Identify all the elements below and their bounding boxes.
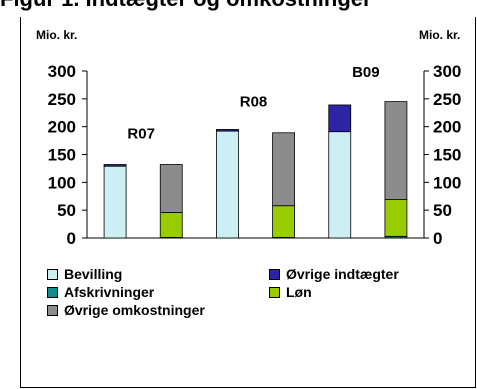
bar-segment-r07-income <box>103 164 127 167</box>
legend-label-oevrige-indtaegter: Øvrige indtægter <box>286 266 399 282</box>
legend-item-oevrige-indtaegter: Øvrige indtægter <box>269 266 399 282</box>
bar-segment-r08-costs <box>272 205 295 238</box>
legend-label-afskrivninger: Afskrivninger <box>64 284 155 300</box>
legend-label-loen: Løn <box>286 284 312 300</box>
y-unit-right: Mio. kr. <box>419 28 461 42</box>
legend-item-oevrige-omkostninger: Øvrige omkostninger <box>47 302 205 318</box>
bar-segment-b09-income <box>328 131 352 239</box>
y-tick-label-right: 200 <box>433 118 461 137</box>
bar-segment-r07-costs <box>159 164 183 213</box>
group-label-b09: B09 <box>352 64 380 81</box>
bar-segment-r08-costs <box>272 132 295 207</box>
y-tick-label-left: 150 <box>48 146 76 165</box>
legend-label-bevilling: Bevilling <box>64 266 123 282</box>
y-unit-left: Mio. kr. <box>36 28 78 42</box>
bar-segment-r07-costs <box>159 211 183 238</box>
bar-segment-r08-income <box>216 130 239 239</box>
legend-item-afskrivninger: Afskrivninger <box>47 284 154 300</box>
legend-swatch-loen <box>269 286 280 298</box>
y-tick-label-left: 0 <box>67 229 76 248</box>
bar-segment-r08-income <box>216 129 239 132</box>
group-label-r08: R08 <box>240 93 268 110</box>
y-tick-label-right: 150 <box>433 146 461 165</box>
bar-segment-b09-costs <box>384 199 408 237</box>
legend-item-bevilling: Bevilling <box>47 266 122 282</box>
y-tick-label-right: 0 <box>433 229 442 248</box>
y-tick-label-left: 250 <box>48 90 76 109</box>
legend-label-oevrige-omkostninger: Øvrige omkostninger <box>64 302 205 318</box>
legend-swatch-oevrige-indtaegter <box>269 268 280 280</box>
y-tick-label-left: 100 <box>48 173 76 192</box>
bar-segment-b09-costs <box>384 101 408 200</box>
y-tick-label-right: 250 <box>433 90 461 109</box>
legend-swatch-bevilling <box>47 268 58 280</box>
y-tick-label-right: 300 <box>433 62 461 81</box>
y-tick-label-right: 100 <box>433 173 461 192</box>
chart-frame <box>20 17 476 388</box>
bar-segment-b09-income <box>328 104 352 133</box>
legend-swatch-oevrige-omkostninger <box>47 304 58 316</box>
chart-title: Figur 1. Indtægter og omkostninger <box>0 0 477 12</box>
legend-item-loen: Løn <box>269 284 312 300</box>
bar-segment-r07-income <box>103 165 127 239</box>
legend-swatch-afskrivninger <box>47 286 58 298</box>
y-tick-label-left: 200 <box>48 118 76 137</box>
group-label-r07: R07 <box>127 126 155 143</box>
y-tick-label-left: 300 <box>48 62 76 81</box>
y-tick-label-left: 50 <box>57 201 76 220</box>
y-tick-label-right: 50 <box>433 201 452 220</box>
